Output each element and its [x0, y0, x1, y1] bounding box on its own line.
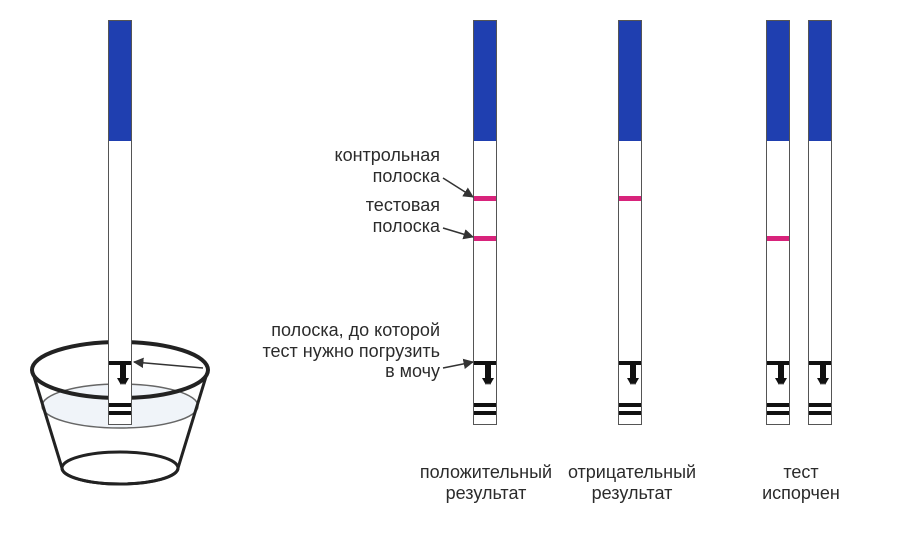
strip-tip	[619, 403, 641, 424]
diagram-stage: контрольная полоска тестовая полоска пол…	[0, 0, 900, 560]
test-strip-invalid1	[766, 20, 790, 425]
strip-cap	[767, 21, 789, 141]
strip-tip	[809, 403, 831, 424]
label-immersion: полоска, до которой тест нужно погрузить…	[200, 320, 440, 382]
test-line	[767, 236, 789, 241]
strip-cap	[109, 21, 131, 141]
test-strip-positive	[473, 20, 497, 425]
strip-cap	[809, 21, 831, 141]
test-line	[474, 236, 496, 241]
caption-negative: отрицательный результат	[552, 462, 712, 503]
label-test: тестовая полоска	[250, 195, 440, 236]
control-line	[474, 196, 496, 201]
test-strip-invalid2	[808, 20, 832, 425]
strip-cap	[474, 21, 496, 141]
control-line	[619, 196, 641, 201]
test-strip-in-cup	[108, 20, 132, 425]
strip-cap	[619, 21, 641, 141]
label-control: контрольная полоска	[250, 145, 440, 186]
strip-tip	[109, 403, 131, 424]
strip-tip	[767, 403, 789, 424]
caption-positive: положительный результат	[406, 462, 566, 503]
strip-tip	[474, 403, 496, 424]
caption-invalid: тест испорчен	[730, 462, 872, 503]
test-strip-negative	[618, 20, 642, 425]
